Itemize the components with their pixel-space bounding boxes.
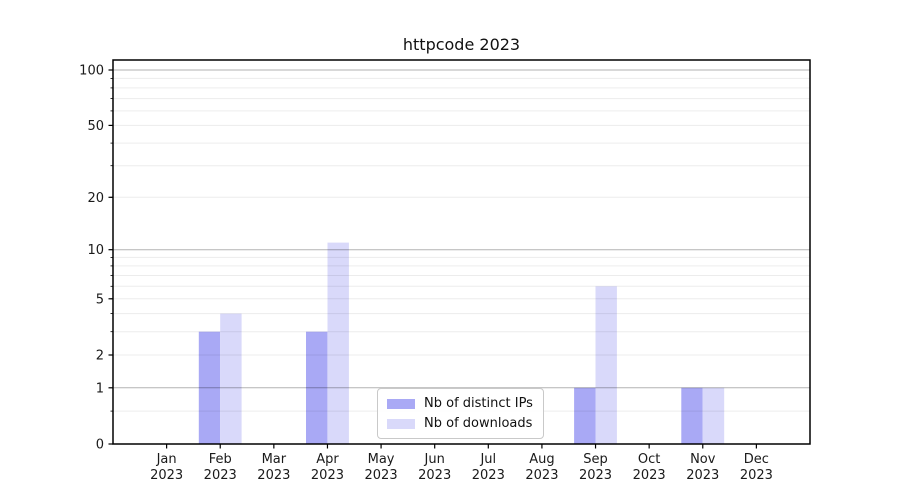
y-tick-label-1: 1 <box>96 381 104 396</box>
x-tick-label-jan: Jan 2023 <box>150 452 183 483</box>
y-tick-label-100: 100 <box>79 64 104 79</box>
x-tick-label-mar: Mar 2023 <box>257 452 290 483</box>
bar-nb-of-distinct-ips-nov <box>681 387 703 444</box>
axes-spines <box>112 59 811 445</box>
x-tick-label-apr: Apr 2023 <box>311 452 344 483</box>
x-tick-label-aug: Aug 2023 <box>525 452 558 483</box>
x-tick-label-feb: Feb 2023 <box>204 452 237 483</box>
bar-nb-of-distinct-ips-sep <box>574 387 596 444</box>
bar-nb-of-downloads-nov <box>702 387 725 444</box>
legend-item-distinct-ips: Nb of distinct IPs <box>387 396 533 411</box>
legend-label-distinct-ips: Nb of distinct IPs <box>424 396 533 411</box>
chart-title: httpcode 2023 <box>402 35 521 54</box>
x-tick-label-jul: Jul 2023 <box>472 452 505 483</box>
y-tick-label-20: 20 <box>87 191 104 206</box>
legend-swatch-downloads <box>387 418 415 429</box>
legend-label-downloads: Nb of downloads <box>424 416 533 431</box>
bar-nb-of-downloads-apr <box>327 242 349 444</box>
y-tick-label-2: 2 <box>96 349 104 364</box>
legend-swatch-distinct-ips <box>387 398 415 409</box>
bar-nb-of-downloads-sep <box>595 286 617 444</box>
bar-nb-of-distinct-ips-feb <box>198 331 221 444</box>
y-tick-label-50: 50 <box>87 119 104 134</box>
x-tick-label-jun: Jun 2023 <box>418 452 451 483</box>
bar-nb-of-downloads-feb <box>220 313 242 444</box>
y-tick-label-0: 0 <box>96 438 104 453</box>
bar-nb-of-distinct-ips-apr <box>306 331 328 444</box>
x-tick-label-may: May 2023 <box>365 452 398 483</box>
y-tick-label-10: 10 <box>87 243 104 258</box>
x-tick-label-oct: Oct 2023 <box>633 452 666 483</box>
legend: Nb of distinct IPs Nb of downloads <box>377 388 544 439</box>
legend-item-downloads: Nb of downloads <box>387 416 533 431</box>
x-tick-label-sep: Sep 2023 <box>579 452 612 483</box>
x-tick-label-dec: Dec 2023 <box>740 452 773 483</box>
y-tick-label-5: 5 <box>96 292 104 307</box>
x-tick-label-nov: Nov 2023 <box>686 452 719 483</box>
